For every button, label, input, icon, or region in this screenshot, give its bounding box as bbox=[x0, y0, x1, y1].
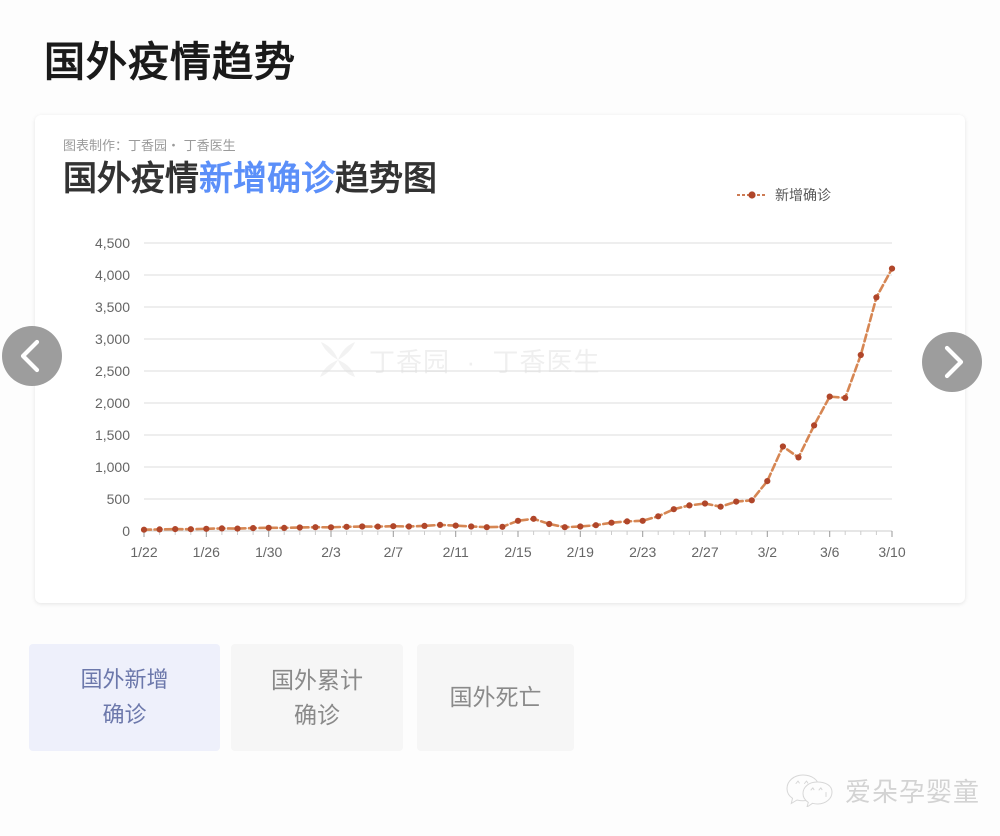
svg-text:500: 500 bbox=[107, 491, 131, 507]
svg-text:2/27: 2/27 bbox=[691, 544, 718, 560]
svg-text:2/7: 2/7 bbox=[384, 544, 404, 560]
svg-text:0: 0 bbox=[122, 523, 130, 539]
svg-text:3/10: 3/10 bbox=[878, 544, 905, 560]
svg-text:1,500: 1,500 bbox=[95, 427, 130, 443]
svg-text:4,500: 4,500 bbox=[95, 235, 130, 251]
svg-text:2/23: 2/23 bbox=[629, 544, 656, 560]
svg-text:4,000: 4,000 bbox=[95, 267, 130, 283]
svg-text:1/22: 1/22 bbox=[130, 544, 157, 560]
svg-text:1/26: 1/26 bbox=[193, 544, 220, 560]
svg-text:2,000: 2,000 bbox=[95, 395, 130, 411]
svg-text:3/2: 3/2 bbox=[758, 544, 778, 560]
svg-text:3/6: 3/6 bbox=[820, 544, 840, 560]
svg-text:1,000: 1,000 bbox=[95, 459, 130, 475]
svg-text:2,500: 2,500 bbox=[95, 363, 130, 379]
svg-text:2/3: 2/3 bbox=[321, 544, 341, 560]
svg-text:2/11: 2/11 bbox=[443, 544, 469, 560]
svg-text:3,000: 3,000 bbox=[95, 331, 130, 347]
svg-text:1/30: 1/30 bbox=[255, 544, 282, 560]
svg-text:2/15: 2/15 bbox=[504, 544, 531, 560]
svg-text:2/19: 2/19 bbox=[567, 544, 594, 560]
svg-text:3,500: 3,500 bbox=[95, 299, 130, 315]
